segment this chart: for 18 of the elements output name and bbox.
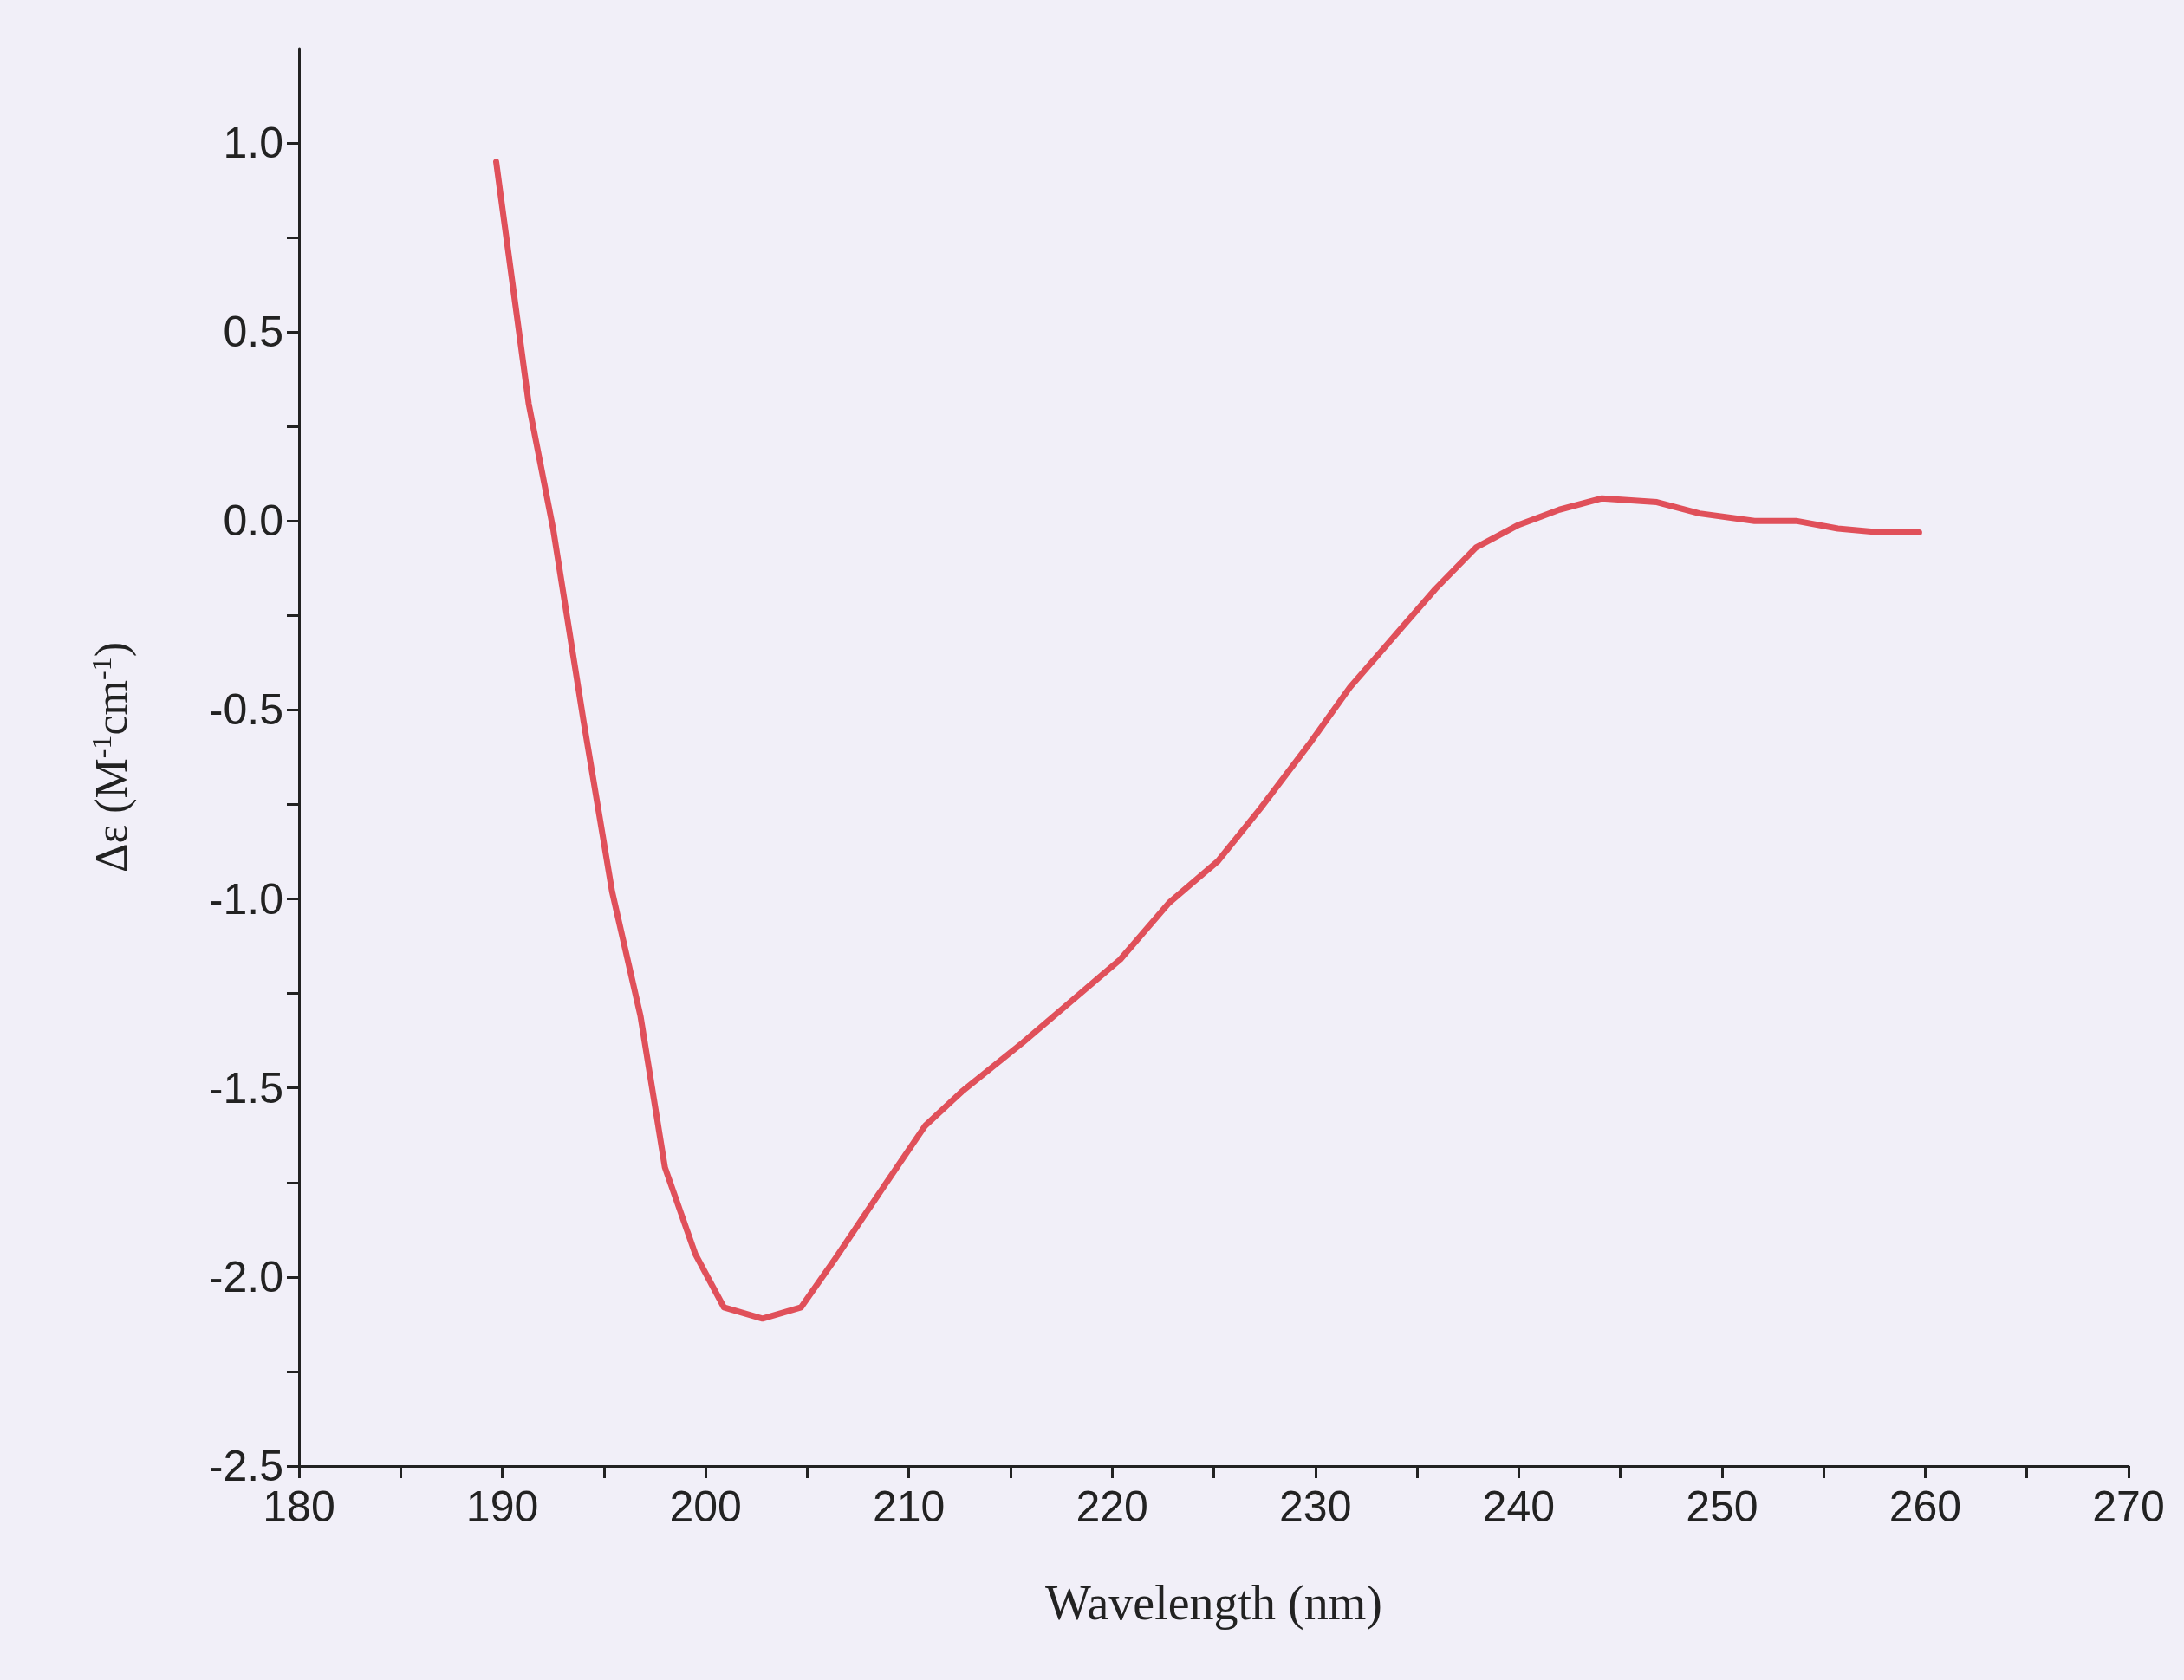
- x-tick-label: 200: [669, 1482, 742, 1531]
- y-axis-title: Δε (M-1cm-1): [86, 642, 137, 872]
- x-tick-label: 220: [1076, 1482, 1148, 1531]
- x-tick-label: 190: [465, 1482, 539, 1531]
- x-tick-label: 210: [872, 1482, 946, 1531]
- x-tick-label: 240: [1482, 1482, 1556, 1531]
- y-tick-label: -1.5: [208, 1063, 283, 1112]
- y-tick-label: -0.5: [208, 685, 283, 735]
- y-tick-label: 1.0: [223, 119, 283, 168]
- y-tick-label: -1.0: [208, 874, 283, 924]
- y-tick-label: 0.5: [223, 308, 283, 357]
- x-tick-label: 230: [1279, 1482, 1352, 1531]
- x-tick-label: 260: [1888, 1482, 1962, 1531]
- x-tick-label: 270: [2092, 1482, 2165, 1531]
- y-tick-label: -2.0: [208, 1252, 283, 1301]
- x-axis-title: Wavelength (nm): [1045, 1576, 1382, 1631]
- x-tick-label: 250: [1686, 1482, 1758, 1531]
- y-tick-label: 0.0: [223, 496, 283, 546]
